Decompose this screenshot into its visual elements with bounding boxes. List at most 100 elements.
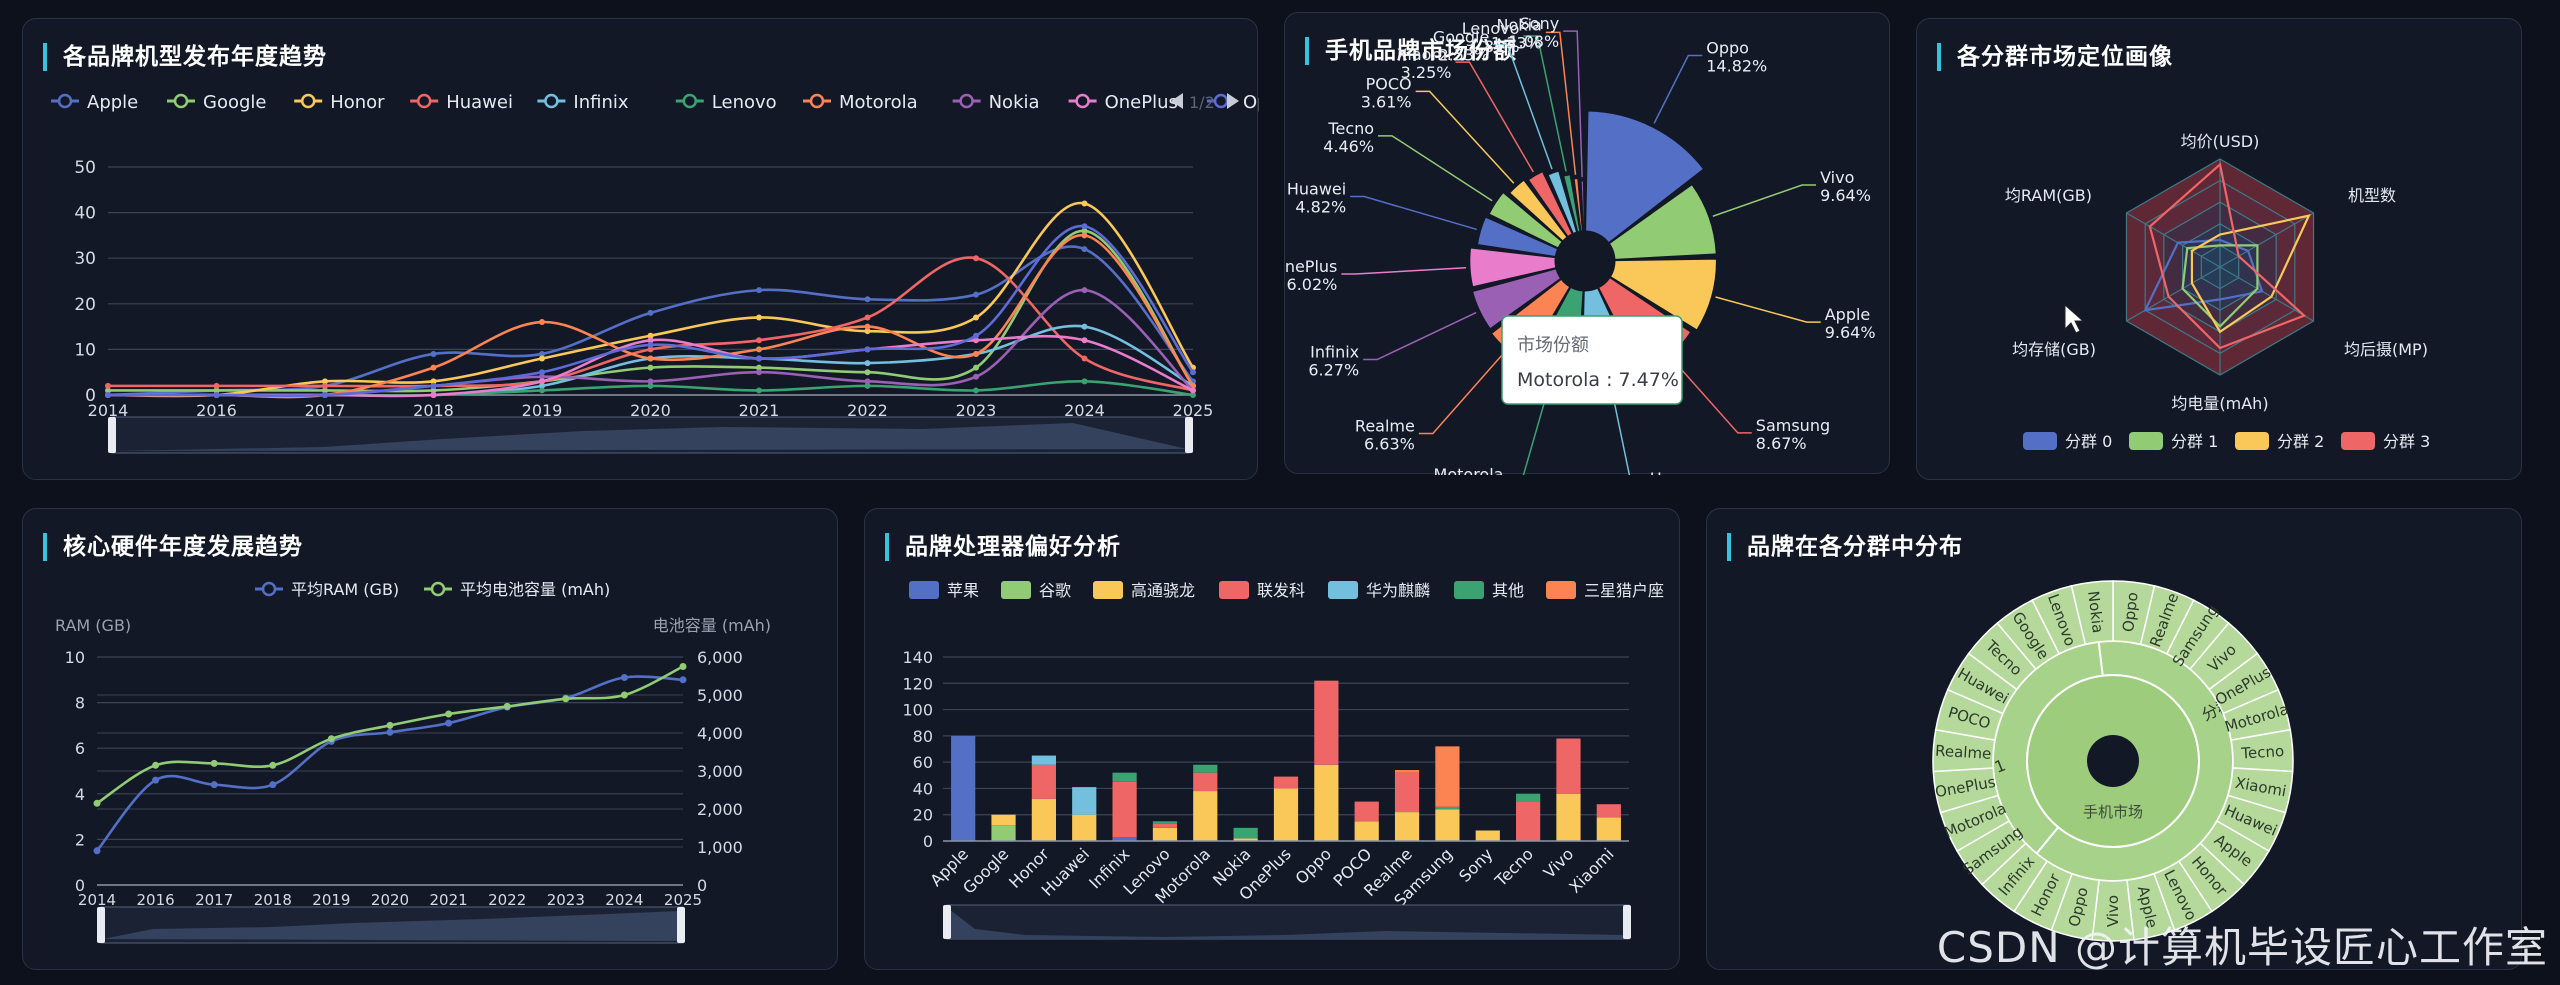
radar-indicator-label: 均存储(GB) xyxy=(2012,340,2096,359)
tooltip-text: Motorola : 7.47% xyxy=(1517,369,1679,391)
x-tick-label: 2019 xyxy=(522,401,563,420)
radar-indicator-label: 均RAM(GB) xyxy=(2005,186,2092,205)
x-tick-label: Google xyxy=(959,844,1012,897)
pie-label-name: Nokia xyxy=(1497,15,1542,34)
legend-prev-icon xyxy=(1171,93,1183,109)
y-left-tick-label: 8 xyxy=(75,694,85,713)
x-tick-label: 2014 xyxy=(78,891,116,909)
pie-label-value: 1.08% xyxy=(1508,32,1559,51)
legend-label: 分群 0 xyxy=(2065,432,2112,451)
panel-title: 核心硬件年度发展趋势 xyxy=(43,533,303,561)
bar-segment xyxy=(1112,837,1137,841)
data-zoom-handle-left xyxy=(943,905,951,939)
bar-segment xyxy=(1112,772,1137,782)
y-right-tick-label: 5,000 xyxy=(697,686,743,705)
legend-next-icon xyxy=(1227,93,1239,109)
bar-segment xyxy=(1516,801,1541,841)
data-point xyxy=(322,378,328,385)
data-point xyxy=(539,378,545,385)
processor-pref-panel: 品牌处理器偏好分析 苹果 谷歌 高通骁龙 联发科 华为麒麟 其他 三星猎户座 0 20 40 60 8… xyxy=(864,508,1680,970)
panel-title: 手机品牌市场份额 xyxy=(1305,37,1517,65)
pie-label-name: POCO xyxy=(1366,74,1412,93)
pie-label-value: 9.64% xyxy=(1820,186,1871,205)
bar-segment xyxy=(1072,814,1097,841)
data-point xyxy=(1081,337,1088,344)
data-point xyxy=(647,341,654,348)
data-point xyxy=(864,378,871,385)
legend-page: 1/2 xyxy=(1189,93,1215,112)
cluster-radar-panel: 各分群市场定位画像 均价(USD) 机型数 均后摄(MP) 均电量(mAh) 均存储(G… xyxy=(1916,18,2522,480)
legend-marker xyxy=(57,93,73,109)
data-point xyxy=(647,355,654,362)
legend-swatch xyxy=(1093,581,1123,599)
legend-label: 分群 2 xyxy=(2277,432,2324,451)
data-point xyxy=(503,702,511,710)
pie-slice-tecno xyxy=(1488,191,1563,249)
x-tick-label: 2019 xyxy=(312,891,350,909)
x-tick-label: 2021 xyxy=(430,891,468,909)
data-point xyxy=(864,296,871,303)
bar-segment xyxy=(1394,772,1420,813)
pie-label-line xyxy=(1545,31,1577,175)
bar-segment xyxy=(1435,809,1460,841)
data-point xyxy=(756,387,762,394)
bar-segment xyxy=(951,735,976,841)
pie-label-value: 6.27% xyxy=(1308,361,1359,380)
radar-indicator-label: 均电量(mAh) xyxy=(2171,394,2268,413)
pie-label-line xyxy=(1671,358,1752,434)
pie-label-line xyxy=(1523,35,1567,172)
legend-label: Nokia xyxy=(989,92,1040,113)
bar-segment xyxy=(1516,793,1541,802)
data-point xyxy=(679,663,687,670)
mouse-cursor-icon xyxy=(2064,303,2085,334)
data-point xyxy=(1081,378,1088,385)
y-tick-label: 60 xyxy=(913,753,933,772)
tooltip-box xyxy=(1501,315,1683,405)
bar-segment xyxy=(1394,770,1420,773)
legend-label: 平均RAM (GB) xyxy=(291,580,399,599)
legend-label: 联发科 xyxy=(1257,581,1305,600)
panel-title: 各分群市场定位画像 xyxy=(1937,43,2173,71)
data-point xyxy=(152,761,160,769)
data-point xyxy=(386,721,394,729)
data-point xyxy=(756,346,762,353)
pie-label-value: 8.67% xyxy=(1756,434,1807,453)
x-tick-label: 2018 xyxy=(254,891,292,909)
legend-swatch xyxy=(1454,581,1484,599)
data-point xyxy=(327,735,335,743)
data-point xyxy=(562,695,570,703)
y-left-tick-label: 4 xyxy=(75,785,85,804)
data-point xyxy=(213,392,220,398)
legend-marker xyxy=(1075,93,1090,109)
sunburst-hole xyxy=(2087,735,2139,787)
pie-label-value: 4.82% xyxy=(1295,198,1346,217)
data-point xyxy=(269,781,277,789)
bar-segment xyxy=(1435,746,1460,807)
pie-label-name: Vivo xyxy=(1820,168,1854,187)
bar-segment xyxy=(991,825,1016,841)
bar-segment xyxy=(1152,827,1178,841)
pie-label-value: 3.25% xyxy=(1401,63,1452,82)
bar-segment xyxy=(1031,764,1056,799)
pie-label-value: 2.53% xyxy=(1438,46,1489,65)
data-point xyxy=(756,355,762,362)
legend-marker xyxy=(261,581,277,597)
market-share-panel: 手机品牌市场份额 Oppo 14.82% Vivo 9.64% Apple 9.64% Sa… xyxy=(1284,12,1890,475)
data-point xyxy=(430,364,437,371)
bar-segment xyxy=(1314,680,1339,765)
pie-label-value: 9.64% xyxy=(1825,323,1876,342)
legend-label: Oppo xyxy=(1243,92,1259,113)
pie-slice-google xyxy=(1547,170,1578,235)
pie-label-name: Huawei xyxy=(1287,180,1346,199)
legend-marker xyxy=(544,93,559,109)
pie-slice-apple xyxy=(1609,258,1717,331)
pie-label-line xyxy=(1522,382,1551,475)
pie-slice-oneplus xyxy=(1469,247,1557,288)
data-point xyxy=(756,369,762,376)
pie-slice-xiaomi xyxy=(1527,170,1573,238)
bar-segment xyxy=(1152,823,1178,828)
bar-segment xyxy=(1273,788,1299,841)
pie-label-line xyxy=(1363,311,1477,361)
data-point xyxy=(864,346,871,353)
